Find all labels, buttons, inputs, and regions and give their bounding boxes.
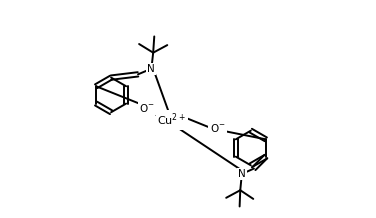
- Text: N: N: [238, 169, 246, 179]
- Text: O$^{\minus}$: O$^{\minus}$: [209, 123, 225, 135]
- Text: O$^{\minus}$: O$^{\minus}$: [139, 102, 155, 114]
- Text: N: N: [147, 64, 155, 74]
- Text: Cu$^{2+}$: Cu$^{2+}$: [157, 112, 186, 128]
